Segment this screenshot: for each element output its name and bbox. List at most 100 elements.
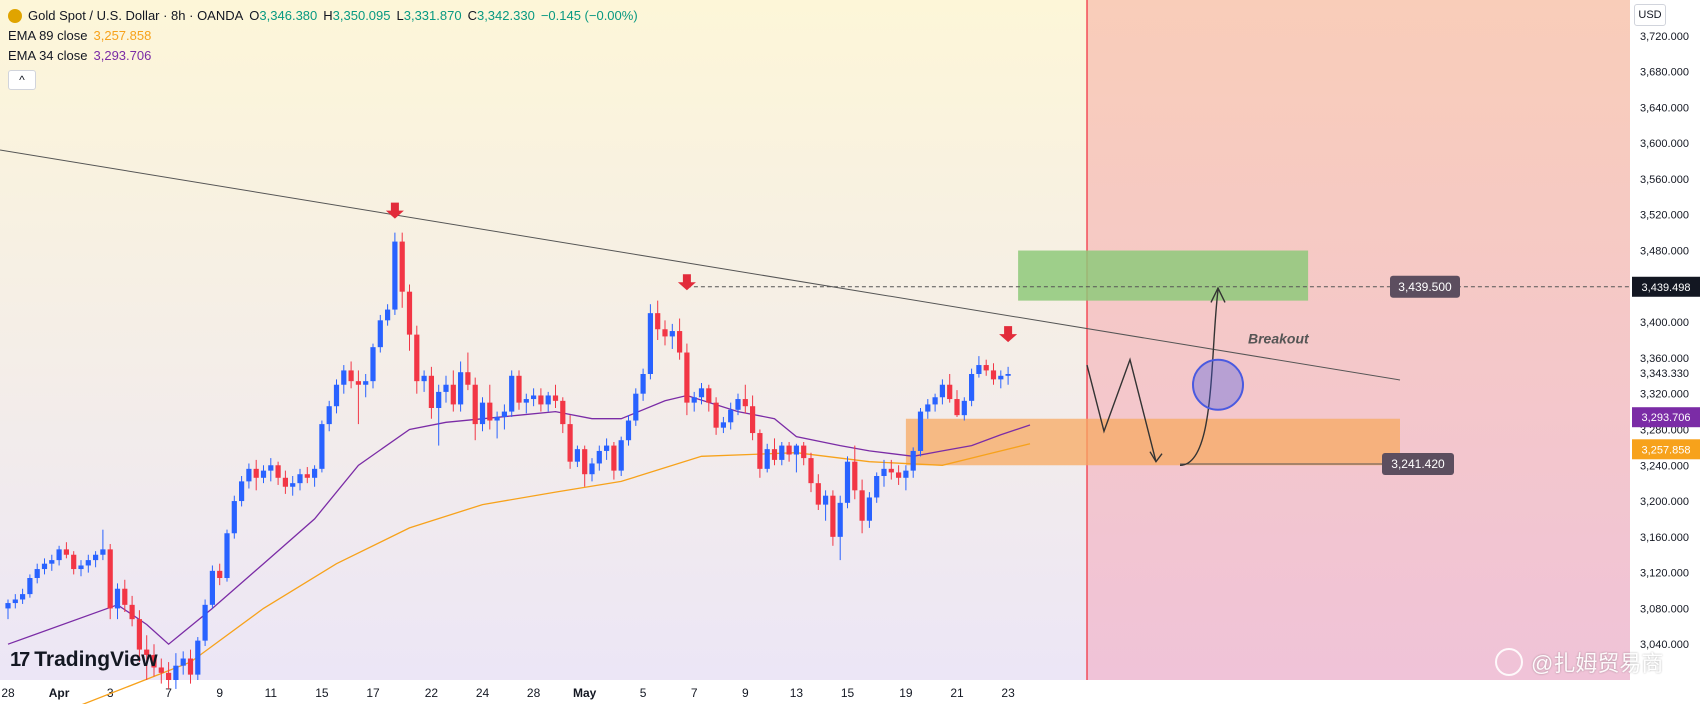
candle-body — [662, 329, 668, 337]
candle-body — [509, 375, 515, 412]
candle-body — [823, 495, 829, 505]
symbol-title[interactable]: Gold Spot / U.S. Dollar · 8h · OANDA — [28, 8, 244, 23]
candle-body — [896, 472, 902, 478]
axis-price-tag: 3,439.498 — [1642, 282, 1691, 294]
candle-body — [487, 402, 493, 421]
axis-tags-layer: 3,439.498 3,343.330 3,293.706 3,257.858 — [1632, 276, 1700, 460]
ema34-row[interactable]: EMA 34 close 3,293.706 — [8, 46, 638, 66]
candle-body — [750, 406, 756, 434]
ema34-value: 3,293.706 — [93, 48, 152, 63]
x-tick-label: 9 — [216, 686, 223, 700]
candle-body — [355, 381, 361, 385]
x-tick-label: Apr — [49, 686, 70, 700]
candle-body — [85, 560, 91, 566]
candle-body — [450, 384, 456, 405]
ema89-row[interactable]: EMA 89 close 3,257.858 — [8, 26, 638, 46]
candle-body — [531, 395, 537, 400]
candle-body — [677, 331, 683, 353]
x-tick-label: 28 — [1, 686, 15, 700]
candle-body — [793, 445, 799, 455]
candle-body — [136, 619, 142, 650]
ohlc-close-key: C — [467, 8, 477, 23]
tradingview-logo-text: TradingView — [34, 648, 158, 671]
candle-body — [180, 658, 186, 666]
watermark-icon — [1495, 648, 1523, 676]
candle-body — [319, 424, 325, 469]
y-tick-label: 3,640.000 — [1640, 102, 1689, 114]
candle-body — [20, 594, 26, 600]
candle-body — [574, 449, 580, 462]
candle-body — [129, 604, 135, 620]
axis-price-tag-bg — [1632, 439, 1700, 460]
candle-body — [815, 483, 821, 505]
target-price-chip: 3,439.500 — [1398, 280, 1452, 294]
price-axis[interactable]: 3,040.000 3,080.000 3,120.000 3,160.000 3,20… — [1640, 31, 1689, 651]
down-arrow-icon — [999, 326, 1018, 343]
y-tick-label: 3,600.000 — [1640, 138, 1689, 150]
candle-body — [93, 554, 99, 561]
candle-body — [874, 476, 880, 498]
time-axis[interactable]: 28 Apr 3 7 9 11 15 17 22 24 28 May 5 7 9 13 15 19 21 23 — [1, 686, 1015, 700]
x-tick-label: 7 — [691, 686, 698, 700]
breakout-circle — [1192, 358, 1244, 411]
ohlc-low-key: L — [396, 8, 404, 23]
candle-body — [209, 570, 215, 605]
candle-body — [589, 463, 595, 475]
candle-body — [917, 411, 924, 451]
axis-background — [1630, 0, 1700, 704]
chevron-up-icon: ^ — [19, 73, 25, 87]
x-tick-label: 15 — [315, 686, 329, 700]
candle-body — [465, 372, 471, 385]
symbol-row: Gold Spot / U.S. Dollar · 8h · OANDA O 3,… — [8, 6, 638, 26]
candles-layer — [5, 232, 1011, 689]
candle-body — [312, 468, 318, 478]
candle-body — [545, 395, 551, 405]
candle-body — [954, 399, 960, 416]
candle-body — [202, 604, 208, 641]
candle-body — [71, 554, 77, 570]
candle-body — [12, 599, 18, 604]
currency-button[interactable]: USD — [1634, 4, 1666, 26]
candle-body — [830, 495, 836, 537]
candle-body — [786, 445, 792, 455]
x-tick-label: 17 — [366, 686, 380, 700]
candle-body — [604, 445, 610, 451]
ema89-line — [81, 443, 1031, 704]
candle-body — [618, 440, 624, 471]
candle-body — [239, 481, 245, 502]
candle-body — [377, 320, 383, 348]
candle-body — [523, 399, 529, 403]
candle-body — [443, 384, 449, 392]
candle-body — [990, 370, 997, 380]
collapse-legend-button[interactable]: ^ — [8, 70, 36, 90]
time-axis-background — [0, 680, 1700, 704]
candle-body — [275, 465, 281, 478]
future-zone — [1087, 0, 1630, 680]
candle-body — [34, 569, 40, 578]
chart-legend: Gold Spot / U.S. Dollar · 8h · OANDA O 3,… — [8, 6, 638, 90]
y-tick-label: 3,360.000 — [1640, 353, 1689, 365]
candle-body — [341, 370, 347, 385]
x-tick-label: 23 — [1001, 686, 1015, 700]
x-tick-label: 13 — [790, 686, 804, 700]
support-price-chip: 3,241.420 — [1391, 457, 1445, 471]
candle-body — [253, 468, 259, 478]
candle-body — [932, 397, 938, 405]
descending-trendline — [0, 149, 1401, 381]
tradingview-logo[interactable]: 17 TradingView — [10, 648, 158, 672]
tradingview-logo-icon: 17 — [10, 648, 30, 671]
candle-body — [516, 375, 522, 403]
ohlc-low-value: 3,331.870 — [403, 8, 462, 23]
candle-body — [107, 549, 113, 609]
candle-body — [961, 400, 967, 416]
candle-body — [538, 395, 544, 405]
gold-symbol-icon — [8, 9, 22, 23]
x-tick-label: 9 — [742, 686, 749, 700]
candle-body — [406, 291, 413, 335]
candle-body — [1005, 374, 1011, 376]
candle-body — [282, 477, 288, 487]
candle-body — [158, 667, 164, 673]
breakout-arrowhead — [1210, 286, 1226, 303]
x-tick-label: 28 — [527, 686, 541, 700]
